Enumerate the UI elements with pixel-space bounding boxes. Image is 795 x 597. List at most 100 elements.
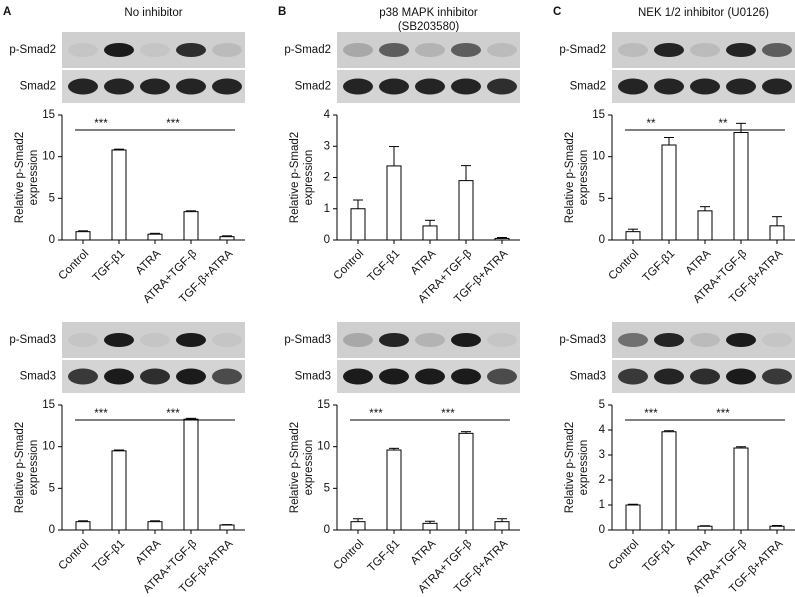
significance-label: *** [94, 118, 108, 130]
error-bar [772, 525, 782, 527]
x-tick-label: Control [57, 538, 92, 573]
y-axis-label: Relative p-Smad2 [14, 132, 26, 223]
y-tick-label: 5 [49, 482, 55, 494]
error-bar [114, 148, 124, 150]
y-tick-label: 10 [42, 441, 55, 453]
y-tick-label: 5 [49, 192, 55, 204]
bar [697, 210, 713, 241]
bar [422, 225, 438, 241]
y-tick-label: 3 [599, 449, 605, 461]
x-tick-label: ATRA [409, 248, 439, 278]
blot-band [726, 43, 756, 57]
y-tick-label: 10 [42, 151, 55, 163]
panel-title: NEK 1/2 inhibitor (U0126) [638, 7, 769, 19]
bar [733, 132, 749, 241]
y-tick-label: 5 [599, 192, 605, 204]
blot-band [726, 333, 756, 347]
blot-label: Smad3 [570, 371, 606, 383]
significance-label: *** [166, 118, 180, 130]
blot-image [62, 322, 245, 358]
blot-band [140, 333, 170, 347]
bar [733, 447, 749, 531]
bar [625, 231, 641, 241]
x-tick-label: Control [607, 248, 642, 283]
x-tick-label: TGF-β1 [91, 248, 128, 285]
significance-label: *** [644, 408, 658, 420]
y-tick-label: 1 [324, 203, 330, 215]
error-bar [664, 430, 674, 432]
blot-band [104, 368, 134, 385]
x-tick-label: ATRA [684, 538, 714, 568]
x-tick-label: Control [332, 248, 367, 283]
bar [183, 418, 199, 531]
blot-band [68, 368, 98, 385]
y-axis-label: Relative p-Smad2 [564, 422, 576, 513]
x-tick-label: ATRA [684, 248, 714, 278]
x-tick-label: Control [57, 248, 92, 283]
error-bar [150, 232, 160, 235]
y-tick-label: 10 [317, 441, 330, 453]
error-bar [736, 446, 746, 448]
blot-band [212, 368, 242, 385]
bar [147, 233, 163, 241]
y-tick-label: 0 [599, 524, 605, 536]
significance-label: *** [441, 408, 455, 420]
blot-band [451, 368, 481, 385]
bar [111, 149, 127, 241]
panel-letter: A [3, 6, 11, 18]
blot-image [62, 32, 245, 68]
bar [494, 521, 510, 531]
error-bar [772, 216, 782, 226]
y-tick-label: 0 [324, 524, 330, 536]
blot-band [618, 43, 648, 57]
significance-label: *** [94, 408, 108, 420]
y-tick-label: 15 [592, 109, 605, 121]
bar [386, 449, 402, 531]
blot-band [690, 333, 720, 347]
error-bar [497, 237, 507, 239]
significance-label: *** [716, 408, 730, 420]
blot-band [104, 78, 134, 95]
blot-label: p-Smad2 [9, 44, 56, 56]
error-bar [78, 520, 88, 522]
blot-band [343, 333, 373, 347]
significance-label: *** [369, 408, 383, 420]
blot-band [726, 78, 756, 95]
y-axis-label: Relative p-Smad2 [14, 422, 26, 513]
y-tick-label: 5 [324, 482, 330, 494]
blot-label: p-Smad3 [284, 334, 331, 346]
blot-band [379, 78, 409, 95]
blot-band [618, 368, 648, 385]
blot-band [762, 368, 792, 385]
bar [219, 524, 235, 531]
blot-band [140, 43, 170, 57]
error-bar [389, 146, 399, 166]
bar [769, 225, 785, 241]
bar [111, 450, 127, 531]
blot-band [343, 368, 373, 385]
y-tick-label: 2 [599, 474, 605, 486]
error-bar [461, 165, 471, 181]
y-axis-label: expression [578, 150, 590, 206]
error-bar [150, 520, 160, 522]
blot-band [654, 78, 684, 95]
blot-band [451, 333, 481, 347]
y-tick-label: 15 [42, 109, 55, 121]
bar [494, 237, 510, 241]
blot-band [618, 333, 648, 347]
blot-band [68, 333, 98, 347]
y-tick-label: 0 [49, 234, 55, 246]
bar [183, 211, 199, 241]
y-tick-label: 15 [317, 399, 330, 411]
blot-band [726, 368, 756, 385]
error-bar [628, 228, 638, 232]
blot-band [212, 43, 242, 57]
blot-band [212, 78, 242, 95]
bar [386, 165, 402, 241]
blot-band [762, 43, 792, 57]
x-tick-label: TGF-β1 [366, 538, 403, 575]
blot-band [343, 43, 373, 57]
y-tick-label: 0 [324, 234, 330, 246]
bar [219, 236, 235, 241]
